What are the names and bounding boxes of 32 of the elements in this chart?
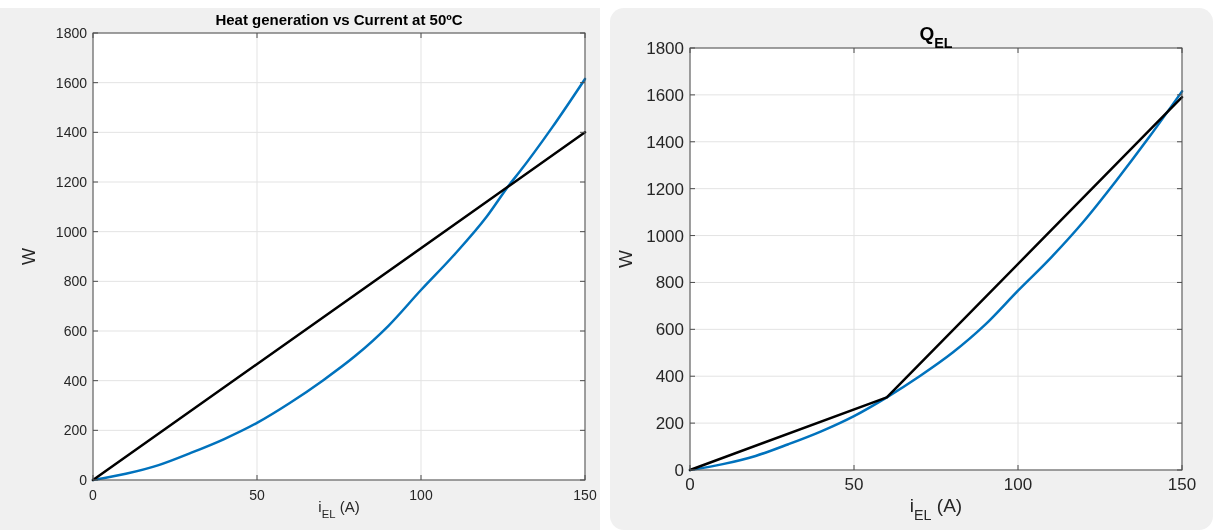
- y-tick-label: 1800: [646, 38, 684, 58]
- x-tick-label: 0: [89, 487, 98, 503]
- chart-title: Q$_{EL}$: [919, 23, 953, 51]
- y-tick-label: 200: [63, 422, 88, 439]
- x-tick-label: 100: [1003, 475, 1033, 494]
- x-tick-label: 50: [844, 475, 864, 494]
- y-tick-label: 1200: [646, 179, 684, 199]
- y-tick-label: 1200: [55, 173, 88, 190]
- y-tick-label: 1000: [646, 226, 684, 246]
- x-axis-title: i$_{EL}$ (A): [318, 498, 360, 520]
- y-axis-title: W: [19, 248, 39, 265]
- x-axis-title: i$_{EL}$ (A): [909, 495, 963, 523]
- x-tick-label: 150: [573, 487, 597, 503]
- y-tick-label: 1600: [646, 85, 684, 105]
- y-tick-label: 0: [674, 460, 684, 480]
- y-tick-label: 400: [63, 372, 88, 389]
- y-tick-label: 1000: [55, 223, 88, 240]
- y-tick-label: 400: [655, 367, 684, 387]
- y-tick-label: 600: [655, 320, 684, 340]
- x-tick-label: 50: [249, 487, 265, 503]
- y-tick-label: 1600: [55, 74, 88, 91]
- y-axis-title: W: [615, 249, 636, 268]
- y-tick-label: 800: [63, 273, 88, 290]
- y-tick-label: 200: [655, 414, 684, 434]
- x-tick-label: 150: [1167, 475, 1197, 494]
- x-tick-label: 100: [409, 487, 433, 503]
- y-tick-label: 1800: [55, 24, 88, 41]
- y-tick-label: 1400: [55, 124, 88, 141]
- chart-title: Heat generation vs Current at 50ºC: [215, 11, 463, 28]
- y-tick-label: 600: [63, 322, 88, 339]
- y-tick-label: 800: [655, 273, 684, 293]
- y-tick-label: 1400: [646, 132, 684, 152]
